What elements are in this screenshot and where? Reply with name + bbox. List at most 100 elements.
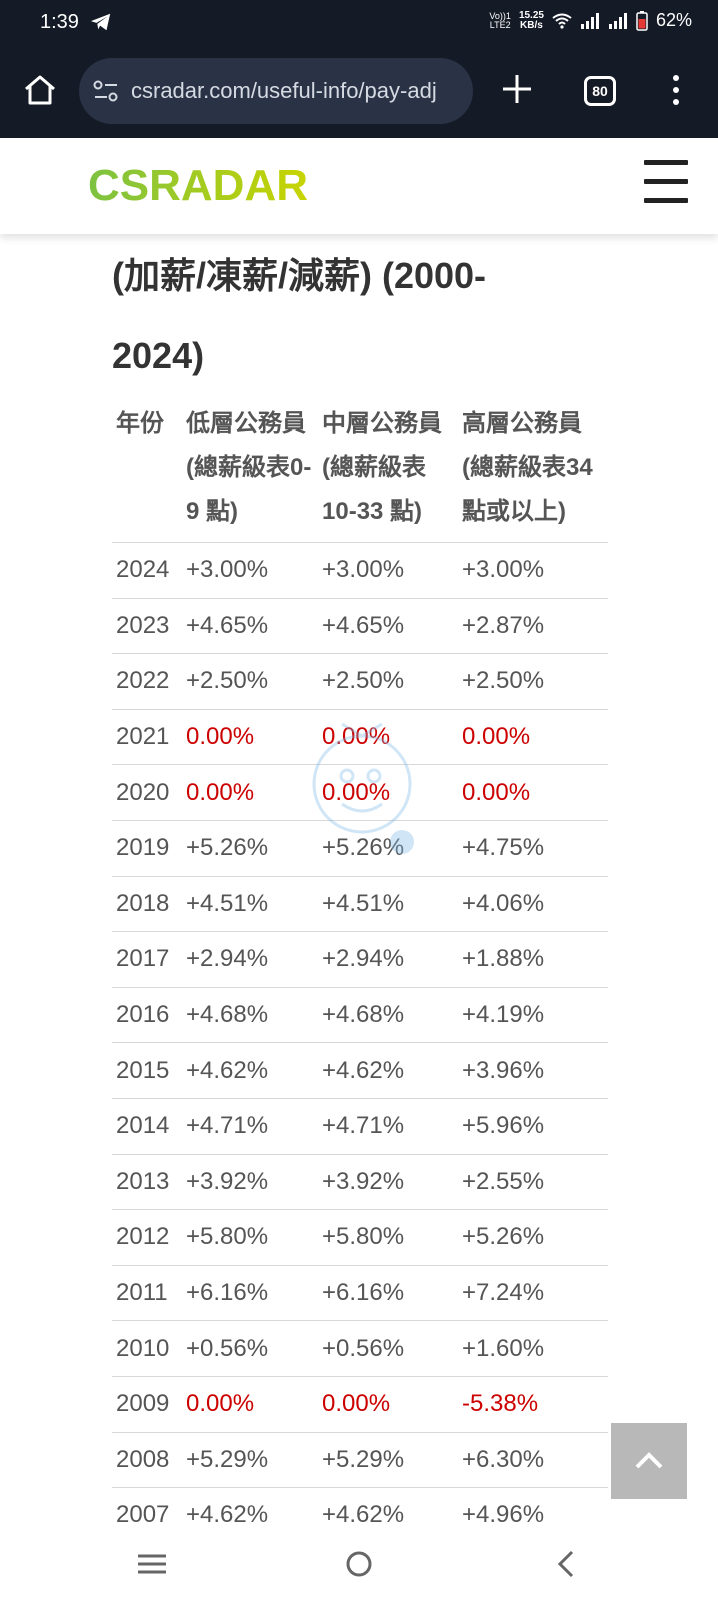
year-cell: 2010 — [112, 1320, 182, 1377]
percent-cell: +1.60% — [458, 1320, 608, 1377]
net-speed: 15.25 — [518, 9, 544, 21]
percent-cell: +5.26% — [458, 1209, 608, 1266]
table-row: 2024 +3.00% +3.00% +3.00% — [112, 542, 608, 599]
browser-toolbar: csradar.com/useful-info/pay-adj 80 — [0, 46, 718, 138]
year-cell: 2011 — [112, 1265, 182, 1322]
signal-icon — [580, 12, 599, 29]
year-cell: 2017 — [112, 931, 182, 988]
system-nav-bar — [0, 1528, 718, 1600]
table-row: 2010 +0.56% +0.56% +1.60% — [112, 1320, 608, 1377]
table-row: 2022 +2.50% +2.50% +2.50% — [112, 653, 608, 710]
site-settings-icon[interactable] — [93, 80, 119, 102]
percent-cell: +4.62% — [318, 1487, 458, 1528]
wifi-icon — [552, 13, 572, 29]
table-row: 2015 +4.62% +4.62% +3.96% — [112, 1042, 608, 1099]
address-bar[interactable]: csradar.com/useful-info/pay-adj — [79, 58, 473, 124]
percent-cell: +0.56% — [182, 1320, 318, 1377]
table-row: 2017 +2.94% +2.94% +1.88% — [112, 931, 608, 988]
percent-cell: 0.00% — [318, 1376, 458, 1433]
table-row: 2011 +6.16% +6.16% +7.24% — [112, 1265, 608, 1322]
status-bar: 1:39 Vo))1 LTE2 15.25 KB/s 62% — [0, 0, 718, 46]
hamburger-menu-icon[interactable] — [644, 160, 688, 204]
pay-adjustment-table: 年份 低層公務員(總薪級表0-9 點) 中層公務員(總薪級表10-33 點) 高… — [112, 402, 608, 1528]
home-icon[interactable] — [22, 72, 58, 108]
percent-cell: 0.00% — [318, 764, 458, 821]
percent-cell: +4.75% — [458, 820, 608, 877]
year-cell: 2016 — [112, 987, 182, 1044]
year-cell: 2020 — [112, 764, 182, 821]
lte-indicator: LTE2 — [489, 19, 511, 30]
percent-cell: +1.88% — [458, 931, 608, 988]
signal-icon — [608, 12, 627, 29]
percent-cell: +5.96% — [458, 1098, 608, 1155]
percent-cell: +7.24% — [458, 1265, 608, 1322]
percent-cell: +4.68% — [318, 987, 458, 1044]
table-row: 2009 0.00% 0.00% -5.38% — [112, 1376, 608, 1433]
percent-cell: 0.00% — [182, 1376, 318, 1433]
table-row: 2007 +4.62% +4.62% +4.96% — [112, 1487, 608, 1528]
percent-cell: +4.19% — [458, 987, 608, 1044]
recent-apps-icon[interactable] — [132, 1544, 172, 1584]
percent-cell: 0.00% — [318, 709, 458, 766]
percent-cell: +5.26% — [182, 820, 318, 877]
more-menu-icon[interactable] — [672, 74, 680, 106]
year-cell: 2008 — [112, 1432, 182, 1489]
year-cell: 2012 — [112, 1209, 182, 1266]
percent-cell: +4.96% — [458, 1487, 608, 1528]
percent-cell: 0.00% — [182, 709, 318, 766]
percent-cell: +4.71% — [318, 1098, 458, 1155]
percent-cell: +3.00% — [318, 542, 458, 599]
percent-cell: +4.62% — [182, 1042, 318, 1099]
percent-cell: +4.62% — [182, 1487, 318, 1528]
table-row: 2012 +5.80% +5.80% +5.26% — [112, 1209, 608, 1266]
tab-switcher-button[interactable]: 80 — [584, 76, 616, 106]
back-nav-icon[interactable] — [546, 1544, 586, 1584]
percent-cell: +0.56% — [318, 1320, 458, 1377]
year-cell: 2022 — [112, 653, 182, 710]
percent-cell: +4.51% — [318, 876, 458, 933]
percent-cell: +4.06% — [458, 876, 608, 933]
year-cell: 2019 — [112, 820, 182, 877]
back-to-top-button[interactable] — [611, 1423, 687, 1499]
percent-cell: +5.26% — [318, 820, 458, 877]
percent-cell: +2.50% — [458, 653, 608, 710]
percent-cell: +4.65% — [318, 598, 458, 655]
percent-cell: +2.94% — [318, 931, 458, 988]
new-tab-icon[interactable] — [500, 72, 534, 106]
table-row: 2008 +5.29% +5.29% +6.30% — [112, 1432, 608, 1489]
table-row: 2018 +4.51% +4.51% +4.06% — [112, 876, 608, 933]
year-cell: 2007 — [112, 1487, 182, 1528]
percent-cell: +4.71% — [182, 1098, 318, 1155]
percent-cell: +6.16% — [182, 1265, 318, 1322]
column-header-senior: 高層公務員(總薪級表34 點或以上) — [458, 402, 608, 543]
percent-cell: +2.87% — [458, 598, 608, 655]
url-text[interactable]: csradar.com/useful-info/pay-adj — [131, 78, 437, 103]
percent-cell: +4.65% — [182, 598, 318, 655]
table-row: 2023 +4.65% +4.65% +2.87% — [112, 598, 608, 655]
battery-icon — [636, 10, 648, 31]
percent-cell: +3.00% — [458, 542, 608, 599]
percent-cell: +2.50% — [318, 653, 458, 710]
year-cell: 2021 — [112, 709, 182, 766]
clock: 1:39 — [40, 11, 79, 33]
page-title: (加薪/凍薪/減薪) (2000- 2024) — [112, 255, 487, 376]
chevron-up-icon — [635, 1452, 663, 1469]
percent-cell: +3.92% — [318, 1154, 458, 1211]
volte-indicator: Vo))1 — [489, 10, 511, 21]
percent-cell: +4.68% — [182, 987, 318, 1044]
net-unit: KB/s — [520, 19, 543, 31]
site-logo[interactable]: CSRADAR — [88, 158, 308, 210]
percent-cell: +5.80% — [182, 1209, 318, 1266]
year-cell: 2009 — [112, 1376, 182, 1433]
svg-text:CSRADAR: CSRADAR — [88, 161, 308, 210]
table-row: 2013 +3.92% +3.92% +2.55% — [112, 1154, 608, 1211]
percent-cell: +2.94% — [182, 931, 318, 988]
percent-cell: +5.80% — [318, 1209, 458, 1266]
percent-cell: +3.92% — [182, 1154, 318, 1211]
percent-cell: +6.30% — [458, 1432, 608, 1489]
table-body: 2024 +3.00% +3.00% +3.00% 2023 +4.65% +4.65% +2… — [112, 542, 608, 1528]
home-nav-icon[interactable] — [339, 1544, 379, 1584]
percent-cell: +4.51% — [182, 876, 318, 933]
column-header-junior: 低層公務員(總薪級表0-9 點) — [182, 402, 318, 543]
percent-cell: +3.96% — [458, 1042, 608, 1099]
